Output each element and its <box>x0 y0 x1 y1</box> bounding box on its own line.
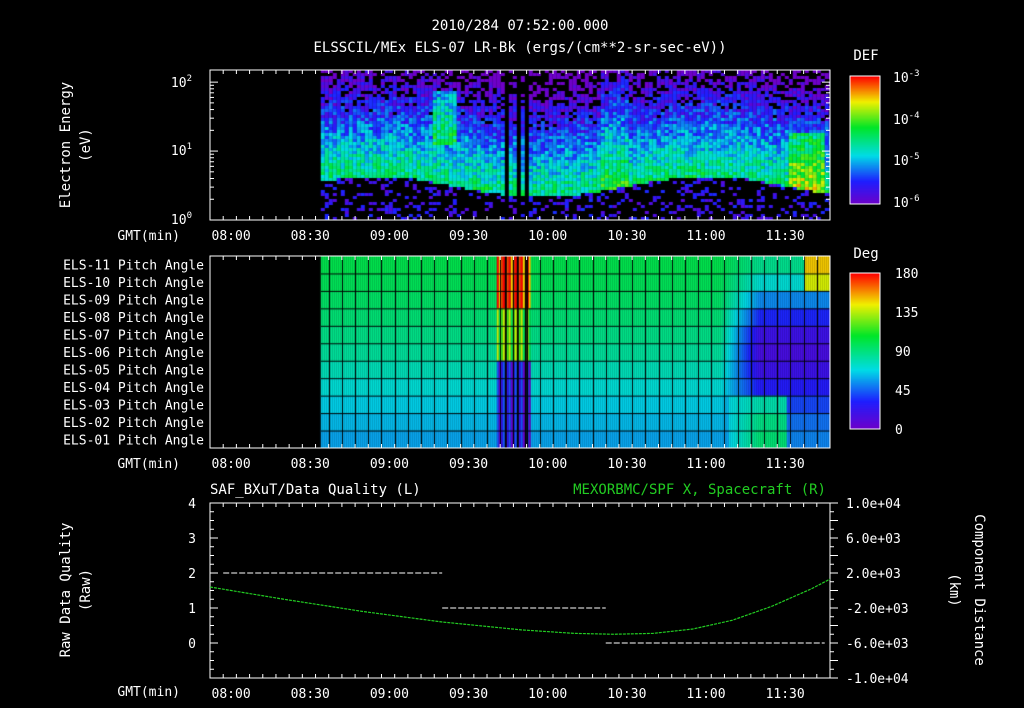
left-yticks: 4 3 2 1 0 <box>188 497 218 679</box>
x-tick-label: 11:00 <box>686 457 725 472</box>
left-series-title: SAF_BXuT/Data Quality (L) <box>210 482 421 498</box>
left-ylabel-unit: (Raw) <box>78 569 94 611</box>
spectrogram-yticks: 100 101 102 <box>171 74 192 228</box>
line-series <box>209 572 831 644</box>
pitch-angle-row-labels: ELS-11 Pitch Angle ELS-10 Pitch Angle ELS-… <box>63 259 204 449</box>
def-colorbar <box>850 76 880 204</box>
spectrogram-ylabel-unit: (eV) <box>78 128 94 162</box>
deg-colorbar-label: Deg <box>853 246 878 262</box>
deg-colorbar <box>850 273 880 429</box>
cbar-tick: 180 <box>895 267 918 282</box>
x-tick-label: 08:00 <box>212 687 251 702</box>
pitch-angle-xticks: 08:00 08:30 09:00 09:30 10:00 10:30 11:00 11:30 <box>209 256 831 472</box>
ytick-label: 100 <box>171 211 192 228</box>
x-tick-label: 09:00 <box>370 457 409 472</box>
right-yticks: 1.0e+04 6.0e+03 2.0e+03 -2.0e+03 -6.0e+03 -1.… <box>829 497 909 687</box>
x-tick-label: 08:30 <box>291 687 330 702</box>
cbar-tick: 90 <box>895 345 911 360</box>
ytick-label: 102 <box>171 74 192 91</box>
right-ytick-label: 6.0e+03 <box>846 532 901 547</box>
def-colorbar-label: DEF <box>853 48 878 64</box>
line-panel-frame <box>209 502 831 679</box>
x-tick-label: 10:30 <box>607 229 646 244</box>
x-tick-label: 09:30 <box>449 457 488 472</box>
left-ytick-label: 3 <box>188 532 196 547</box>
x-tick-label: 10:00 <box>528 229 567 244</box>
pitch-angle-heatmap <box>210 256 830 448</box>
left-ytick-label: 2 <box>188 567 196 582</box>
x-tick-label: 11:30 <box>766 229 805 244</box>
cbar-tick: 10-5 <box>893 152 920 169</box>
x-tick-label: 10:30 <box>607 687 646 702</box>
cbar-tick: 10-6 <box>893 194 920 211</box>
cbar-tick: 10-4 <box>893 111 920 128</box>
spectrogram-ylabel: Electron Energy <box>58 82 74 208</box>
ytick-label: 101 <box>171 142 192 159</box>
line-panel-xticks: 08:00 08:30 09:00 09:30 10:00 10:30 11:00 11:30 <box>209 503 831 702</box>
x-tick-label: 09:00 <box>370 687 409 702</box>
spectrogram-heatmap <box>210 70 830 220</box>
right-ytick-label: -1.0e+04 <box>846 672 909 687</box>
x-tick-label: 10:00 <box>528 457 567 472</box>
spf-x-line <box>209 578 831 635</box>
x-tick-label: 11:30 <box>766 457 805 472</box>
left-ytick-label: 1 <box>188 602 196 617</box>
x-tick-label: 09:30 <box>449 229 488 244</box>
x-tick-label: 08:00 <box>212 229 251 244</box>
right-ytick-label: -2.0e+03 <box>846 602 909 617</box>
right-ytick-label: 2.0e+03 <box>846 567 901 582</box>
x-tick-label: 08:00 <box>212 457 251 472</box>
pitch-angle-row-label: ELS-03 Pitch Angle <box>63 398 204 413</box>
right-ylabel: Component Distance <box>971 514 987 666</box>
x-tick-label: 10:30 <box>607 457 646 472</box>
pitch-angle-row-label: ELS-04 Pitch Angle <box>63 381 204 396</box>
cbar-tick: 0 <box>895 423 903 438</box>
deg-colorbar-ticks: 180 135 90 45 0 <box>895 267 918 438</box>
pitch-angle-row-label: ELS-05 Pitch Angle <box>63 363 204 378</box>
x-tick-label: 09:30 <box>449 687 488 702</box>
x-tick-label: 11:00 <box>686 229 725 244</box>
def-colorbar-ticks: 10-3 10-4 10-5 10-6 <box>893 69 920 211</box>
spectrogram-xticks: 08:00 08:30 09:00 09:30 10:00 10:30 11:00 11:30 <box>209 70 831 244</box>
pitch-angle-row-label: ELS-07 Pitch Angle <box>63 329 204 344</box>
spectrogram-frame <box>209 69 831 221</box>
x-tick-label: 11:00 <box>686 687 725 702</box>
x-tick-label: 08:30 <box>291 229 330 244</box>
pitch-angle-row-label: ELS-01 Pitch Angle <box>63 433 204 448</box>
xaxis-label: GMT(min) <box>117 457 180 472</box>
right-ytick-label: -6.0e+03 <box>846 637 909 652</box>
cbar-tick: 45 <box>895 384 911 399</box>
pitch-angle-row-label: ELS-09 Pitch Angle <box>63 294 204 309</box>
pitch-angle-row-label: ELS-02 Pitch Angle <box>63 416 204 431</box>
cbar-tick: 10-3 <box>893 69 920 86</box>
x-tick-label: 08:30 <box>291 457 330 472</box>
xaxis-label: GMT(min) <box>117 685 180 700</box>
x-tick-label: 10:00 <box>528 687 567 702</box>
pitch-angle-row-label: ELS-10 Pitch Angle <box>63 276 204 291</box>
def-colorbar-frame <box>849 75 881 205</box>
xaxis-label: GMT(min) <box>117 229 180 244</box>
cbar-tick: 135 <box>895 306 918 321</box>
x-tick-label: 11:30 <box>766 687 805 702</box>
pitch-angle-row-label: ELS-11 Pitch Angle <box>63 259 204 274</box>
chart-subtitle: ELSSCIL/MEx ELS-07 LR-Bk (ergs/(cm**2-sr… <box>313 40 726 56</box>
left-ytick-label: 0 <box>188 637 196 652</box>
right-series-title: MEXORBMC/SPF X, Spacecraft (R) <box>573 482 826 498</box>
deg-colorbar-frame <box>849 272 881 430</box>
chart-title: 2010/284 07:52:00.000 <box>431 18 608 34</box>
right-ylabel-unit: (km) <box>946 573 962 607</box>
pitch-angle-frame <box>209 255 831 449</box>
pitch-angle-row-label: ELS-08 Pitch Angle <box>63 311 204 326</box>
right-ytick-label: 1.0e+04 <box>846 497 901 512</box>
left-ylabel: Raw Data Quality <box>58 523 74 658</box>
left-ytick-label: 4 <box>188 497 196 512</box>
x-tick-label: 09:00 <box>370 229 409 244</box>
pitch-angle-row-label: ELS-06 Pitch Angle <box>63 346 204 361</box>
